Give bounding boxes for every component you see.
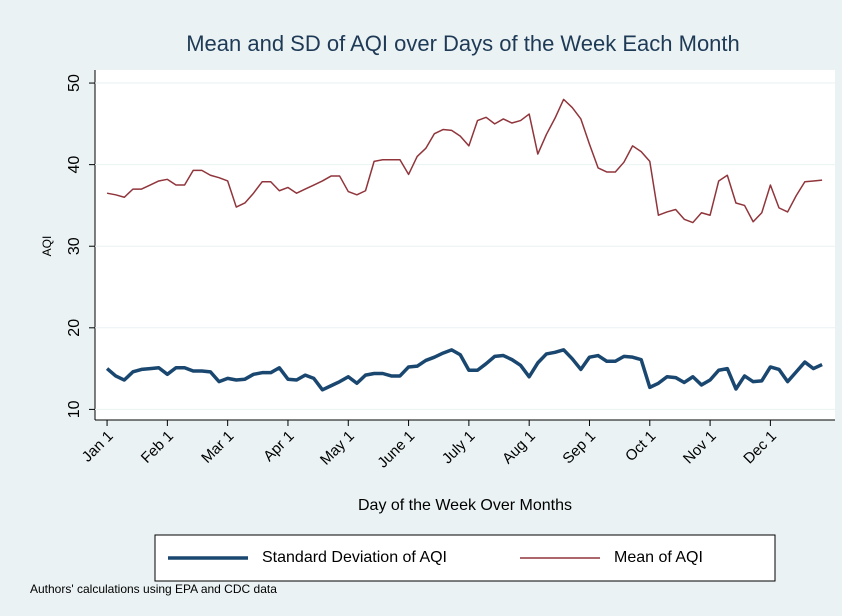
chart-title: Mean and SD of AQI over Days of the Week…	[186, 31, 740, 56]
y-tick-label: 30	[66, 237, 83, 255]
y-tick-label: 20	[66, 319, 83, 337]
note: Authors' calculations using EPA and CDC …	[30, 582, 277, 596]
y-axis-label: AQI	[40, 236, 54, 257]
legend-label: Standard Deviation of AQI	[262, 549, 447, 566]
legend-label: Mean of AQI	[614, 549, 703, 566]
y-tick-label: 50	[66, 74, 83, 92]
y-tick-label: 10	[66, 400, 83, 418]
series-line	[106, 98, 823, 224]
series-line	[105, 348, 823, 392]
legend-box	[154, 534, 776, 582]
x-axis-label: Day of the Week Over Months	[358, 497, 572, 514]
y-tick-label: 40	[66, 156, 83, 174]
